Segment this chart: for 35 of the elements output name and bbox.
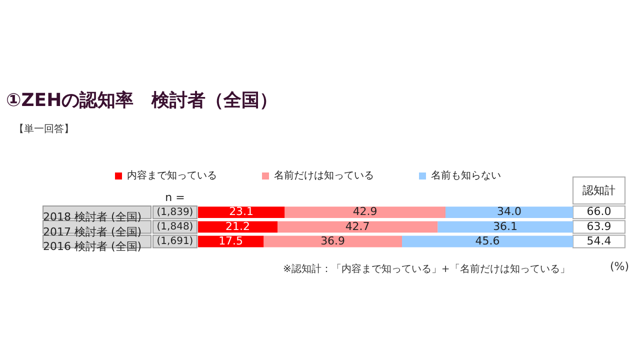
legend-label: 名前だけは知っている [274, 170, 374, 182]
data-label: 36.1 [493, 220, 518, 233]
y-tick-label: 2016 検討者 (全国) [43, 240, 142, 253]
text: 54.4 [586, 234, 612, 248]
text: (1,848) [156, 221, 194, 232]
text: 66.0 [586, 205, 612, 218]
bar [402, 236, 573, 248]
text: (%) [610, 260, 630, 273]
data-label: 42.7 [345, 220, 370, 233]
chart-title: ①ZEHの認知率 検討者（全国） [6, 89, 278, 112]
legend-label: 名前も知らない [431, 170, 501, 182]
bar [198, 221, 278, 233]
data-label: 21.2 [226, 220, 250, 233]
data-label: 45.6 [475, 234, 500, 248]
text: n = [165, 190, 185, 204]
bar [264, 236, 402, 248]
text: 【単一回答】 [14, 122, 74, 136]
text: 認知計 [582, 184, 616, 197]
data-label: 42.9 [352, 205, 378, 218]
bar [198, 206, 285, 218]
legend-label: 内容まで知っている [127, 170, 217, 182]
text: (1,839) [156, 206, 194, 218]
y-tick-label: 2018 検討者 (全国) [43, 210, 142, 224]
bar [278, 221, 438, 233]
bar [284, 206, 446, 218]
y-tick-label: 2017 検討者 (全国) [43, 225, 142, 238]
bar [438, 221, 573, 233]
data-label: 23.1 [229, 205, 254, 218]
text: 63.9 [586, 220, 612, 233]
data-label: 36.9 [320, 234, 346, 248]
text: (1,691) [156, 236, 194, 248]
data-label: 34.0 [497, 205, 522, 218]
text: ※認知計：「内容まで知っている」+「名前だけは知っている」 [283, 262, 570, 276]
data-label: 17.5 [218, 234, 244, 248]
bar [446, 206, 573, 218]
